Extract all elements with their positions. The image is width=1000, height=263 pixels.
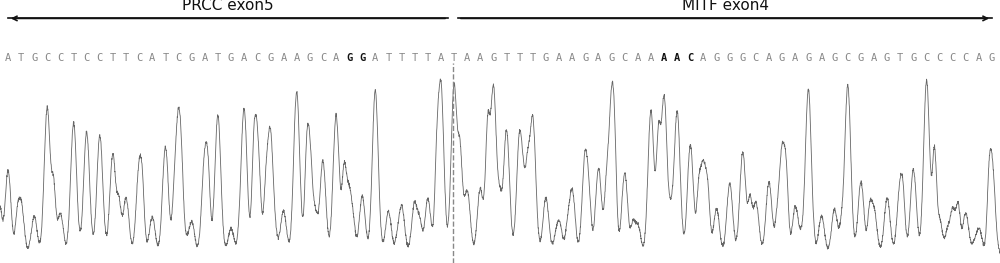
Text: G: G	[307, 53, 313, 63]
Text: G: G	[726, 53, 733, 63]
Text: A: A	[792, 53, 798, 63]
Text: A: A	[700, 53, 706, 63]
Text: C: C	[845, 53, 851, 63]
Text: A: A	[871, 53, 877, 63]
Text: A: A	[976, 53, 982, 63]
Text: C: C	[320, 53, 326, 63]
Text: C: C	[254, 53, 260, 63]
Text: A: A	[333, 53, 339, 63]
Text: T: T	[451, 53, 457, 63]
Text: A: A	[464, 53, 470, 63]
Text: A: A	[766, 53, 772, 63]
Text: G: G	[740, 53, 746, 63]
Text: A: A	[818, 53, 825, 63]
Text: G: G	[910, 53, 916, 63]
Text: G: G	[989, 53, 995, 63]
Text: T: T	[897, 53, 903, 63]
Text: G: G	[267, 53, 274, 63]
Text: G: G	[582, 53, 588, 63]
Text: A: A	[477, 53, 483, 63]
Text: T: T	[215, 53, 221, 63]
Text: T: T	[517, 53, 523, 63]
Text: C: C	[136, 53, 142, 63]
Text: C: C	[687, 53, 693, 63]
Text: T: T	[412, 53, 418, 63]
Text: C: C	[44, 53, 50, 63]
Text: A: A	[569, 53, 575, 63]
Text: C: C	[622, 53, 628, 63]
Text: C: C	[84, 53, 90, 63]
Text: C: C	[753, 53, 759, 63]
Text: A: A	[648, 53, 654, 63]
Text: C: C	[936, 53, 943, 63]
Text: A: A	[294, 53, 300, 63]
Text: C: C	[950, 53, 956, 63]
Text: T: T	[425, 53, 431, 63]
Text: T: T	[385, 53, 392, 63]
Text: A: A	[556, 53, 562, 63]
Text: G: G	[543, 53, 549, 63]
Text: A: A	[438, 53, 444, 63]
Text: T: T	[110, 53, 116, 63]
Text: G: G	[831, 53, 838, 63]
Text: G: G	[884, 53, 890, 63]
Text: G: G	[228, 53, 234, 63]
Text: G: G	[858, 53, 864, 63]
Text: C: C	[923, 53, 930, 63]
Text: A: A	[5, 53, 11, 63]
Text: G: G	[713, 53, 720, 63]
Text: C: C	[57, 53, 64, 63]
Text: A: A	[661, 53, 667, 63]
Text: A: A	[674, 53, 680, 63]
Text: T: T	[530, 53, 536, 63]
Text: G: G	[490, 53, 497, 63]
Text: A: A	[372, 53, 378, 63]
Text: G: G	[359, 53, 365, 63]
Text: A: A	[149, 53, 155, 63]
Text: A: A	[202, 53, 208, 63]
Text: G: G	[805, 53, 811, 63]
Text: A: A	[280, 53, 287, 63]
Text: G: G	[608, 53, 615, 63]
Text: T: T	[503, 53, 510, 63]
Text: C: C	[175, 53, 182, 63]
Text: T: T	[18, 53, 24, 63]
Text: A: A	[635, 53, 641, 63]
Text: T: T	[398, 53, 405, 63]
Text: T: T	[162, 53, 169, 63]
Text: C: C	[97, 53, 103, 63]
Text: G: G	[779, 53, 785, 63]
Text: G: G	[189, 53, 195, 63]
Text: MITF exon4: MITF exon4	[682, 0, 768, 13]
Text: A: A	[595, 53, 602, 63]
Text: G: G	[346, 53, 352, 63]
Text: T: T	[123, 53, 129, 63]
Text: C: C	[963, 53, 969, 63]
Text: G: G	[31, 53, 37, 63]
Text: T: T	[70, 53, 77, 63]
Text: A: A	[241, 53, 247, 63]
Text: PRCC exon5: PRCC exon5	[182, 0, 274, 13]
